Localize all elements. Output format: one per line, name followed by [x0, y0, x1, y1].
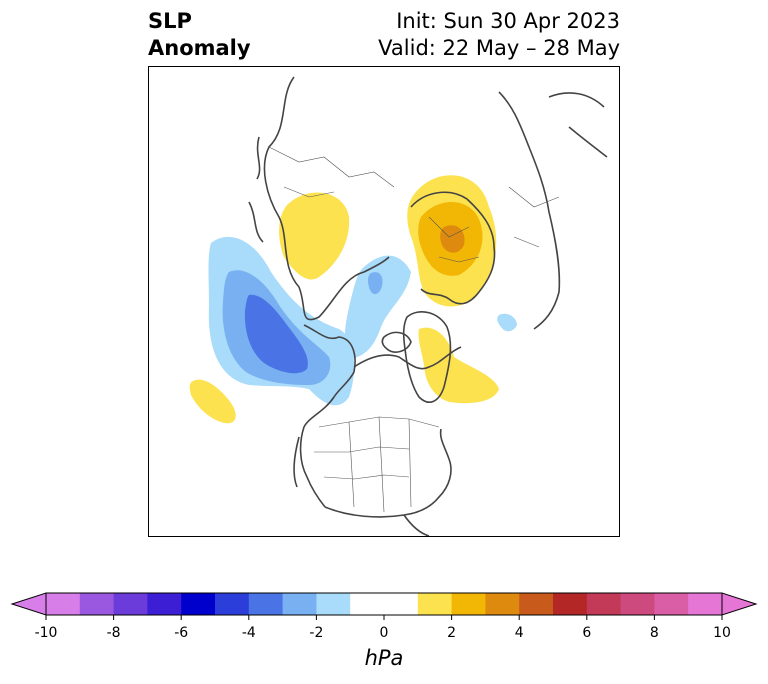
- anomaly-shading: [189, 175, 517, 424]
- colorbar-tick-label: -4: [241, 625, 256, 641]
- colorbar-tick-label: 8: [649, 625, 659, 641]
- colorbar: [10, 592, 758, 620]
- colorbar-bin: [316, 593, 351, 615]
- colorbar-bins: [46, 593, 723, 615]
- political-borders: [268, 146, 560, 513]
- anomaly-pos-asia: [279, 192, 350, 280]
- anomaly-neg-arctic: [344, 255, 411, 359]
- colorbar-bin: [113, 593, 148, 615]
- title-subject: Anomaly: [148, 36, 251, 60]
- colorbar-bin: [654, 593, 689, 615]
- colorbar-bin: [519, 593, 554, 615]
- colorbar-units: hPa: [364, 646, 404, 670]
- colorbar-tick-label: 2: [447, 625, 457, 641]
- colorbar-tick-label: 0: [379, 625, 389, 641]
- colorbar-bin: [451, 593, 486, 615]
- colorbar-bin: [282, 593, 317, 615]
- map-title: SLP Anomaly: [148, 8, 251, 62]
- colorbar-tick-label: -8: [106, 625, 121, 641]
- init-date: Init: Sun 30 Apr 2023: [396, 9, 620, 33]
- colorbar-extend-low: [10, 592, 47, 616]
- anomaly-pos-greenland: [418, 327, 499, 404]
- colorbar-bin: [79, 593, 115, 615]
- colorbar-extend-high: [721, 592, 758, 616]
- colorbar-bin: [485, 593, 520, 615]
- colorbar-tick-label: -10: [34, 625, 58, 641]
- anomaly-neg-arctic-core: [367, 272, 383, 295]
- colorbar-bin: [147, 593, 182, 615]
- colorbar-bin: [248, 593, 284, 615]
- colorbar-ticks: [45, 615, 723, 620]
- colorbar-tick-label: 4: [514, 625, 524, 641]
- title-variable: SLP: [148, 9, 192, 33]
- anomaly-neg-core: [244, 294, 308, 374]
- anomaly-neg-small: [497, 313, 517, 332]
- colorbar-bin: [620, 593, 655, 615]
- colorbar-bin: [688, 593, 723, 615]
- coastlines: [248, 76, 608, 536]
- colorbar-tick-label: -6: [174, 625, 189, 641]
- colorbar-bin: [586, 593, 622, 615]
- colorbar-bin: [215, 593, 250, 615]
- anomaly-pos-pacific: [189, 379, 236, 424]
- colorbar-bin: [350, 593, 419, 615]
- colorbar-bin: [417, 593, 453, 615]
- valid-range: Valid: 22 May – 28 May: [378, 36, 620, 60]
- colorbar-bin: [46, 593, 81, 615]
- forecast-dates: Init: Sun 30 Apr 2023 Valid: 22 May – 28…: [378, 8, 620, 62]
- colorbar-tick-label: -2: [309, 625, 324, 641]
- colorbar-bin: [181, 593, 216, 615]
- colorbar-bin: [553, 593, 588, 615]
- anomaly-map: [148, 66, 620, 537]
- colorbar-tick-label: 6: [582, 625, 592, 641]
- colorbar-tick-label: 10: [713, 625, 731, 641]
